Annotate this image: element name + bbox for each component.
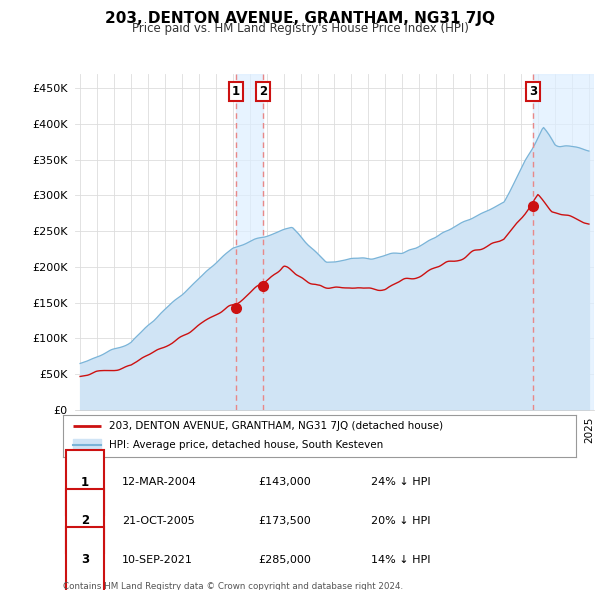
Text: £285,000: £285,000 (258, 555, 311, 565)
Text: 3: 3 (529, 85, 537, 98)
Text: 2: 2 (81, 514, 89, 527)
Bar (236, 74, 263, 410)
Text: HPI: Average price, detached house, South Kesteven: HPI: Average price, detached house, Sout… (109, 440, 383, 450)
Text: 1: 1 (81, 476, 89, 489)
Text: £143,000: £143,000 (258, 477, 311, 487)
Text: 1: 1 (232, 85, 240, 98)
Text: Price paid vs. HM Land Registry's House Price Index (HPI): Price paid vs. HM Land Registry's House … (131, 22, 469, 35)
Text: 21-OCT-2005: 21-OCT-2005 (122, 516, 195, 526)
Text: 203, DENTON AVENUE, GRANTHAM, NG31 7JQ (detached house): 203, DENTON AVENUE, GRANTHAM, NG31 7JQ (… (109, 421, 443, 431)
FancyBboxPatch shape (65, 527, 104, 590)
Text: 10-SEP-2021: 10-SEP-2021 (122, 555, 193, 565)
Text: 20% ↓ HPI: 20% ↓ HPI (371, 516, 430, 526)
Text: 14% ↓ HPI: 14% ↓ HPI (371, 555, 430, 565)
Text: 3: 3 (81, 553, 89, 566)
Text: 12-MAR-2004: 12-MAR-2004 (122, 477, 197, 487)
Text: Contains HM Land Registry data © Crown copyright and database right 2024.
This d: Contains HM Land Registry data © Crown c… (63, 582, 403, 590)
FancyBboxPatch shape (65, 450, 104, 515)
Text: 2: 2 (259, 85, 268, 98)
FancyBboxPatch shape (65, 489, 104, 553)
Bar (533, 74, 594, 410)
Text: 24% ↓ HPI: 24% ↓ HPI (371, 477, 430, 487)
Text: 203, DENTON AVENUE, GRANTHAM, NG31 7JQ: 203, DENTON AVENUE, GRANTHAM, NG31 7JQ (105, 11, 495, 25)
Text: £173,500: £173,500 (258, 516, 311, 526)
